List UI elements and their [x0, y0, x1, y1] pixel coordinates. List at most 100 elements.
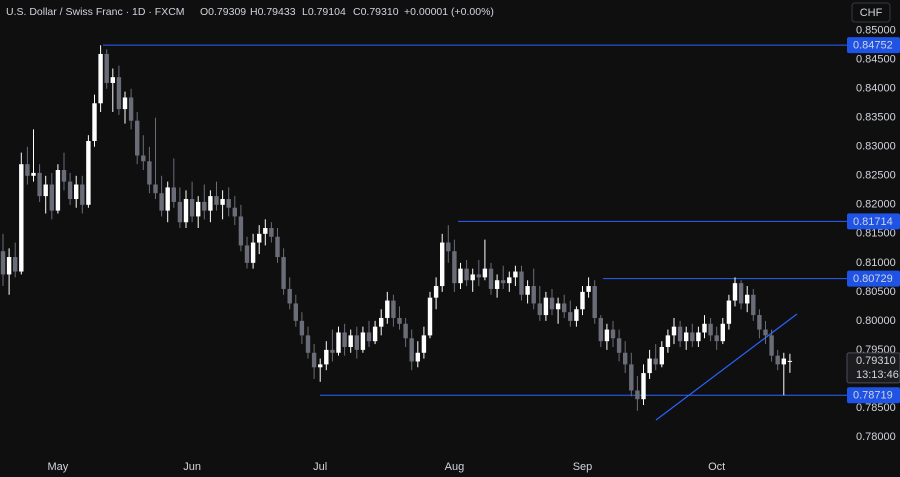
candle-body: [287, 288, 292, 304]
candle-body: [531, 286, 536, 304]
candle-body: [745, 294, 750, 304]
candle-body: [433, 286, 439, 298]
currency-label[interactable]: CHF: [860, 7, 883, 19]
candle-body: [214, 196, 219, 205]
candle-body: [537, 303, 542, 316]
candle-body: [494, 280, 500, 289]
candle-body: [458, 268, 463, 284]
candle-body: [342, 332, 347, 347]
level-label: 0.78719: [853, 390, 893, 402]
candle-body: [635, 390, 640, 400]
y-tick-label: 0.84500: [856, 54, 896, 66]
candle-body: [177, 201, 183, 223]
candle-body: [501, 280, 506, 284]
candle-body: [696, 332, 701, 342]
candle-body: [61, 170, 67, 182]
candle-body: [31, 172, 36, 176]
currency-button[interactable]: [851, 2, 891, 23]
candle-body: [525, 286, 530, 295]
y-tick-label: 0.85000: [856, 25, 896, 37]
candle-body: [128, 97, 134, 121]
last-price-bg: [846, 352, 900, 384]
level-label-bg: [847, 387, 900, 404]
level-label: 0.81714: [853, 216, 893, 228]
candle-body: [275, 236, 280, 258]
candle-body: [299, 320, 305, 336]
candle-body: [183, 199, 189, 223]
candle-body: [135, 120, 140, 156]
candle-body: [623, 352, 628, 365]
price-axis: 0.780000.785000.790000.795000.800000.805…: [846, 25, 900, 456]
candle-body: [714, 335, 719, 342]
candle-body: [482, 268, 488, 278]
candle-body: [769, 335, 774, 356]
candle-body: [226, 199, 231, 208]
candle-body: [519, 271, 524, 295]
axis-background: [848, 26, 900, 456]
candle-body: [708, 323, 713, 336]
candle-body: [592, 286, 597, 318]
countdown-label: 13:13:46: [856, 369, 899, 381]
x-tick-label: May: [48, 461, 69, 473]
candle-body: [238, 216, 244, 246]
candle-body: [19, 164, 24, 272]
candle-body: [665, 335, 671, 347]
candle-body: [409, 338, 414, 362]
candle-body: [653, 358, 658, 365]
candle-body: [13, 257, 18, 272]
y-tick-label: 0.78500: [856, 402, 896, 414]
candle-body: [391, 300, 396, 318]
candle-body: [25, 164, 30, 176]
candle-body: [452, 251, 457, 284]
candle-body: [281, 257, 286, 289]
candle-body: [110, 77, 115, 83]
candle-body: [403, 323, 408, 339]
candle-body: [720, 323, 725, 342]
candle-body: [787, 360, 793, 362]
y-tick-label: 0.82500: [856, 170, 896, 182]
candle-body: [104, 53, 109, 83]
candle-body: [189, 199, 195, 217]
candle-body: [360, 332, 366, 350]
candle-body: [586, 286, 591, 292]
candle-body: [513, 271, 518, 278]
candle-body: [440, 242, 445, 287]
candle-body: [421, 335, 427, 353]
ohlc-value: L0.79104: [302, 6, 346, 18]
candle-body: [757, 315, 762, 330]
x-tick-label: Sep: [573, 461, 593, 473]
candle-body: [647, 358, 652, 374]
candle-body: [555, 303, 561, 310]
candle-body: [684, 332, 689, 342]
candle-body: [464, 268, 469, 281]
candle-body: [6, 257, 12, 275]
candle-body: [415, 352, 420, 362]
candle-body: [775, 355, 780, 365]
candle-body: [67, 181, 73, 200]
candle-body: [348, 335, 353, 347]
candle-body: [257, 233, 262, 243]
candle-body: [580, 291, 585, 310]
candle-body: [263, 228, 268, 234]
candle-body: [732, 283, 738, 301]
candle-body: [659, 346, 664, 365]
candle-body: [269, 228, 274, 237]
candle-body: [574, 309, 579, 321]
candle-body: [159, 193, 164, 211]
trend-line: [655, 313, 798, 421]
y-tick-label: 0.84000: [856, 83, 896, 95]
candle-body: [311, 352, 317, 368]
candle-body: [55, 170, 61, 211]
candle-body: [49, 184, 54, 211]
x-tick-label: Aug: [445, 461, 465, 473]
y-tick-label: 0.78000: [856, 431, 896, 443]
candle-body: [598, 317, 603, 342]
candle-body: [80, 184, 85, 205]
candle-body: [470, 274, 475, 281]
candle-body: [543, 297, 549, 316]
candle-body: [562, 303, 567, 313]
candle-body: [74, 184, 79, 200]
level-label-bg: [847, 213, 900, 230]
candle-body: [293, 303, 298, 321]
